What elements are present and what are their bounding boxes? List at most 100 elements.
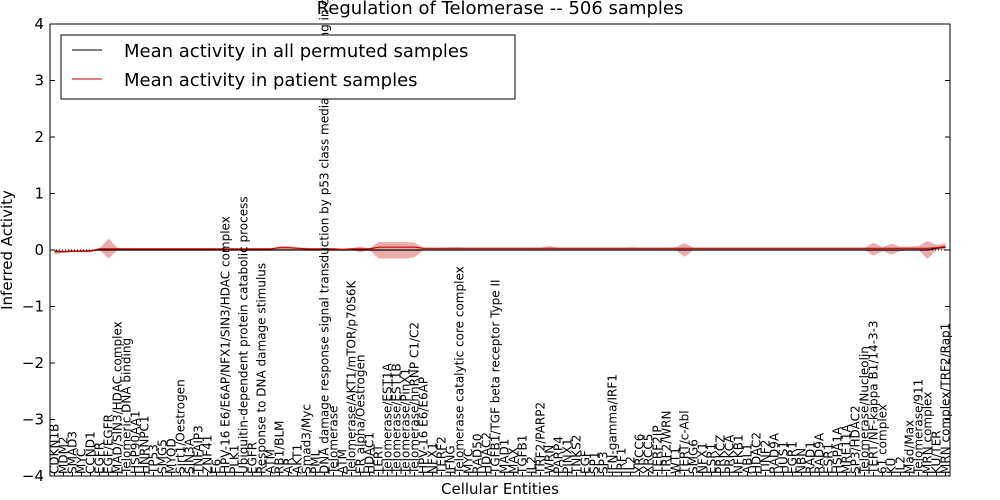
- x-tick-label: AR: [282, 457, 296, 474]
- x-tick-label: HUS1: [777, 441, 791, 474]
- x-axis-label: Cellular Entities: [441, 480, 559, 498]
- x-tick-label: Telomerase catalytic core complex: [453, 266, 467, 475]
- x-tick-label: MYC: [462, 449, 476, 474]
- x-tick-label: TRF2/WRN: [660, 411, 674, 475]
- x-tick-label: IFN-gamma/IRF1: [606, 374, 620, 474]
- x-tick-label: TNKS2: [570, 435, 584, 475]
- x-tick-label: MAX: [507, 447, 521, 474]
- x-tick-label: SP3: [597, 452, 611, 475]
- x-tick-label: XRCC6: [633, 434, 647, 474]
- legend-label-permuted: Mean activity in all permuted samples: [124, 41, 468, 62]
- x-tick-label: Smad3/Myc: [300, 404, 314, 474]
- x-tick-label: Ubiquitin-dependent protein catabolic pr…: [237, 196, 251, 474]
- x-tick-label: MAD/SIN3/HDAC complex: [111, 321, 125, 474]
- series-line-permuted: [54, 246, 946, 253]
- x-tick-label: WRN: [543, 445, 557, 474]
- x-tick-label: HPV-16 E6/E6AP/NFX1/SIN3/HDAC complex: [219, 216, 233, 474]
- x-tick-label: IL2: [894, 456, 908, 474]
- x-tick-label: Telomerase: [327, 406, 341, 475]
- x-tick-label: TGFB1: [516, 435, 530, 475]
- x-tick-label: ZNF41: [201, 435, 215, 474]
- y-tick-label: 4: [34, 15, 44, 33]
- x-tick-label: TP53: [147, 444, 161, 475]
- y-tick-label: 3: [34, 72, 44, 90]
- x-tick-label: TNFAIP3: [192, 425, 206, 475]
- x-tick-label: Telomeric DNA binding: [120, 338, 134, 475]
- x-tick-label: HDAC1: [363, 432, 377, 474]
- x-tick-label: ATM: [264, 449, 278, 474]
- legend-box: [60, 34, 516, 100]
- x-tick-label: TINF2: [759, 440, 773, 475]
- ytick-layer: −4 −3 −2 −1 0 1 2 3 4: [22, 15, 950, 485]
- x-tick-label: Telomerase/hnRNP C1/C2: [408, 322, 422, 475]
- x-tick-label: NFKB1: [732, 434, 746, 474]
- xtick-layer: CDKN1BMDM2SMAD3MYCCCND1EGFREGF/EGFRMAD/S…: [48, 0, 953, 476]
- x-tick-label: MRN complex/TRF2/Rap1: [939, 323, 953, 474]
- y-tick-label: 0: [34, 241, 44, 259]
- x-tick-label: DNA damage response signal transduction …: [318, 0, 332, 474]
- x-tick-label: HNRNPC1: [138, 415, 152, 474]
- x-tick-label: RAD50: [471, 433, 485, 474]
- x-tick-label: TERT: [372, 444, 386, 475]
- y-tick-label: −3: [22, 411, 44, 429]
- x-tick-label: Sirt1/Oestrogen: [174, 379, 188, 474]
- x-tick-label: PRKCZ: [714, 435, 728, 474]
- x-tick-label: NFX1: [426, 442, 440, 474]
- x-tick-label: Telomerase/Nucleolin: [858, 346, 872, 475]
- legend-label-patient: Mean activity in patient samples: [124, 70, 418, 91]
- x-tick-label: TERF2: [435, 436, 449, 475]
- x-tick-label: RB1/BLM: [273, 420, 287, 474]
- x-tick-label: RAD9A: [768, 432, 782, 474]
- y-tick-label: −4: [22, 467, 44, 485]
- x-tick-label: SP3/HDAC2: [849, 405, 863, 474]
- x-tick-label: ER alpha/Oestrogen: [354, 355, 368, 474]
- y-tick-label: 2: [34, 128, 44, 146]
- x-tick-label: HDAC2: [480, 432, 494, 474]
- y-tick-label: −1: [22, 298, 44, 316]
- x-tick-label: TERT/c-Abl: [678, 410, 692, 475]
- x-tick-label: Telomerase/EST1A: [381, 362, 395, 475]
- x-tick-label: MAD1: [498, 439, 512, 474]
- x-tick-label: PML: [309, 449, 323, 474]
- x-tick-label: EGR1: [786, 441, 800, 474]
- x-tick-label: Response to DNA damage stimulus: [255, 263, 269, 474]
- x-tick-label: PLK1: [228, 445, 242, 474]
- x-tick-label: RAD9A: [813, 432, 827, 474]
- x-tick-label: Telomerase/EST1B: [390, 363, 404, 475]
- x-tick-label: E6: [210, 459, 224, 474]
- x-tick-label: XRCC5: [642, 434, 656, 474]
- x-tick-label: MYC: [75, 449, 89, 474]
- series-layer: [54, 246, 946, 253]
- x-tick-label: CCND1: [84, 431, 98, 474]
- x-tick-label: PARP4: [552, 436, 566, 474]
- legend: Mean activity in all permuted samples Me…: [60, 34, 516, 100]
- x-tick-label: 61 complex: [876, 404, 890, 474]
- x-tick-label: ESR1: [705, 443, 719, 474]
- y-tick-label: −2: [22, 354, 44, 372]
- x-tick-label: SMAD3: [66, 431, 80, 474]
- x-tick-label: NFX1: [696, 442, 710, 474]
- x-tick-label: WT1: [669, 447, 683, 474]
- x-tick-label: HPV-16 E6/E6AP: [417, 377, 431, 474]
- x-tick-label: EGFR: [93, 442, 107, 474]
- x-tick-label: MRE11A: [840, 423, 854, 474]
- x-tick-label: ABL1: [741, 443, 755, 474]
- chart-title: Regulation of Telomerase -- 506 samples: [317, 0, 684, 19]
- x-tick-label: Telomerase/911: [912, 379, 926, 475]
- x-tick-label: ESR1: [822, 443, 836, 474]
- x-tick-label: TERT/NF-kappa B1/14-3-3: [867, 320, 881, 475]
- x-tick-label: MRN complex: [921, 392, 935, 474]
- x-tick-label: HDAC2: [750, 432, 764, 474]
- x-tick-label: EGF/EGFR: [102, 414, 116, 474]
- x-tick-label: NBN: [795, 448, 809, 474]
- x-tick-label: HSPA1A: [831, 426, 845, 474]
- x-tick-label: SMG6: [687, 439, 701, 474]
- series-line-patient: [54, 246, 946, 253]
- x-tick-label: IRF1: [615, 448, 629, 474]
- x-tick-label: IL2: [525, 456, 539, 474]
- x-tick-label: TRF2/PARP2: [534, 402, 548, 475]
- x-tick-label: PINX1: [561, 438, 575, 474]
- x-tick-label: RAD1: [804, 441, 818, 474]
- x-tick-label: SIN3A: [183, 437, 197, 474]
